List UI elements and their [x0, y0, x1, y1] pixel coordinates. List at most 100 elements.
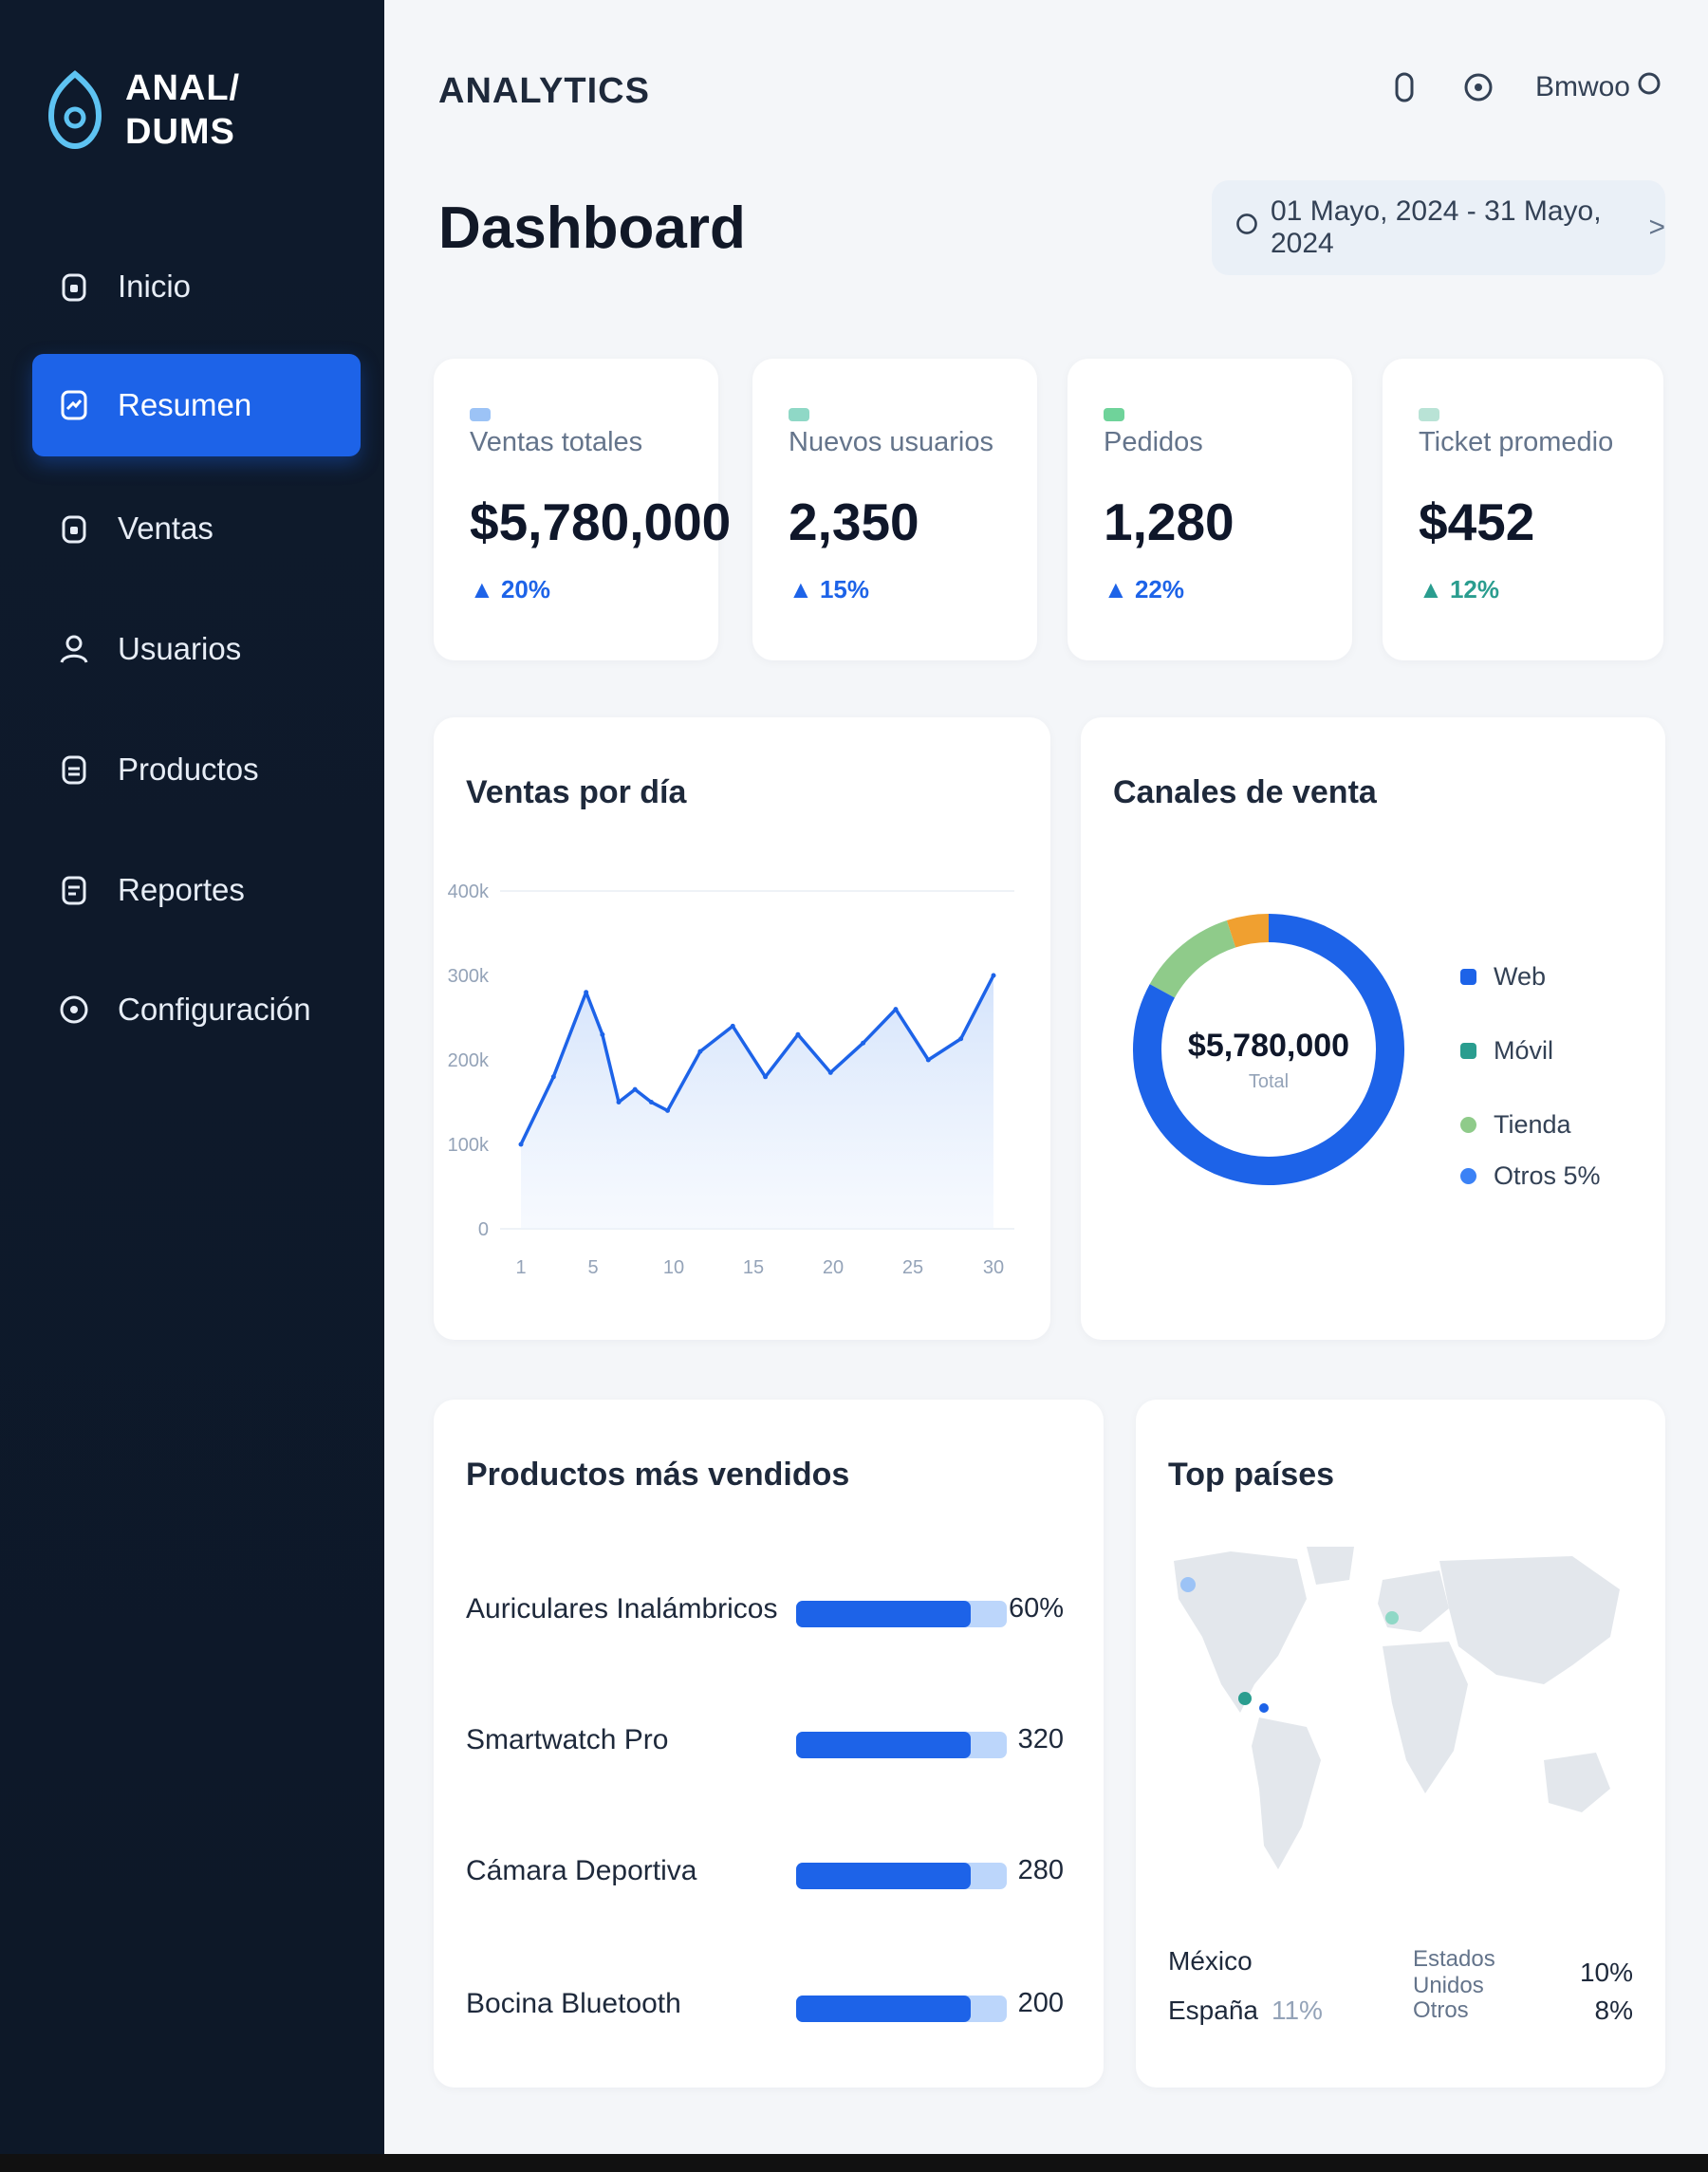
kpi-change: ▲ 22% [1104, 575, 1184, 603]
legend-swatch [1460, 1117, 1476, 1133]
country-item: México [1168, 1946, 1253, 1977]
product-value: 60% [1008, 1593, 1064, 1624]
top-products-card: Productos más vendidos Auriculares Inalá… [434, 1400, 1104, 2088]
sidebar-item-resumen[interactable]: Resumen [32, 354, 361, 456]
brand-name: ANAL/ DUMS [125, 66, 240, 154]
sidebar-item-ventas[interactable]: Ventas [32, 477, 361, 580]
card-title: Ventas por día [466, 774, 687, 810]
product-row[interactable]: Smartwatch Pro 320 [466, 1713, 1064, 1770]
country-marker [1385, 1611, 1399, 1624]
product-name: Bocina Bluetooth [466, 1988, 681, 2019]
sales-channels-card: Canales de venta $5,780,000 Total Web Mó… [1081, 717, 1665, 1340]
brand-line-1: ANAL/ [125, 68, 241, 108]
sidebar-item-usuarios[interactable]: Usuarios [32, 598, 361, 700]
legend-label: Tienda [1494, 1110, 1571, 1139]
product-value: 280 [1017, 1855, 1064, 1885]
help-icon[interactable] [1461, 68, 1495, 106]
channels-donut-chart: $5,780,000 Total [1133, 914, 1404, 1185]
sales-point [550, 1074, 556, 1080]
continent-south-america [1252, 1717, 1321, 1869]
kpi-card-ventas-totales[interactable]: Ventas totales $5,780,000 ▲ 20% [434, 359, 731, 660]
x-tick-label: 15 [743, 1257, 764, 1278]
product-bar-fill [796, 1601, 972, 1627]
product-row[interactable]: Auriculares Inalámbricos 60% [466, 1582, 1064, 1639]
legend-label: Móvil [1494, 1036, 1554, 1065]
y-tick-label: 400k [448, 882, 490, 902]
sidebar-item-configuracion[interactable]: Configuración [32, 958, 361, 1061]
product-bar-fill [796, 1732, 972, 1758]
y-tick-label: 0 [478, 1219, 489, 1240]
home-icon [55, 268, 93, 306]
product-bar [796, 1863, 1007, 1889]
continent-asia [1439, 1556, 1620, 1684]
product-value: 320 [1017, 1724, 1064, 1754]
kpi-label: Nuevos usuarios [789, 427, 993, 457]
sales-point [600, 1031, 605, 1037]
user-menu[interactable]: Bmwoo [1535, 69, 1661, 105]
x-tick-label: 10 [663, 1257, 684, 1278]
donut-slice-otros [1226, 914, 1270, 948]
sales-icon [55, 510, 93, 548]
sales-point [616, 1100, 622, 1105]
date-range-picker[interactable]: 01 Mayo, 2024 - 31 Mayo, 2024 > [1212, 180, 1665, 275]
product-bar-fill [796, 1863, 972, 1889]
product-value: 200 [1017, 1988, 1064, 2018]
user-name: Bmwoo [1534, 71, 1630, 102]
x-tick-label: 1 [515, 1257, 526, 1278]
sales-point [861, 1040, 866, 1046]
sidebar-item-inicio[interactable]: Inicio [32, 235, 361, 338]
sales-point [584, 990, 589, 995]
sidebar-item-reportes[interactable]: Reportes [32, 839, 361, 941]
kpi-icon [1104, 408, 1124, 421]
country-name: Estados Unidos [1413, 1946, 1495, 1998]
kpi-value: $5,780,000 [470, 492, 732, 551]
country-name: México [1168, 1946, 1253, 1976]
legend-item: Móvil [1460, 1036, 1553, 1066]
country-marker [1238, 1692, 1252, 1705]
sales-point [958, 1036, 964, 1042]
chevron-down-icon [1638, 69, 1661, 105]
kpi-card-pedidos[interactable]: Pedidos 1,280 ▲ 22% [1068, 359, 1352, 660]
y-tick-label: 100k [448, 1135, 490, 1156]
y-tick-label: 300k [448, 966, 490, 987]
sales-point [827, 1069, 833, 1075]
product-row[interactable]: Bocina Bluetooth 200 [466, 1977, 1064, 2033]
kpi-change: ▲ 20% [470, 575, 550, 603]
legend-item: Web [1460, 962, 1546, 992]
product-bar [796, 1732, 1007, 1758]
brand[interactable]: ANAL/ DUMS [46, 66, 240, 154]
legend-label: Otros 5% [1494, 1161, 1601, 1190]
topbar-actions: Bmwoo [1387, 68, 1661, 106]
country-value: 11% [1271, 1996, 1323, 2025]
kpi-icon [1419, 408, 1439, 421]
x-tick-label: 5 [587, 1257, 598, 1278]
chevron-right-icon: > [1648, 212, 1665, 243]
kpi-card-nuevos-usuarios[interactable]: Nuevos usuarios 2,350 ▲ 15% [752, 359, 1037, 660]
main-content: ANALYTICS Bmwoo Dashboard 01 Mayo, 2024 … [384, 0, 1708, 2154]
country-marker [1180, 1577, 1196, 1592]
product-bar-fill [796, 1996, 972, 2022]
continent-australia [1544, 1753, 1610, 1812]
product-row[interactable]: Cámara Deportiva 280 [466, 1844, 1064, 1901]
x-tick-label: 30 [983, 1257, 1004, 1278]
sales-area [521, 975, 993, 1229]
sidebar-item-label: Reportes [118, 872, 245, 907]
country-name: Otros [1413, 1997, 1469, 2023]
sales-point [991, 973, 996, 978]
sidebar-item-label: Configuración [118, 992, 311, 1027]
notification-icon[interactable] [1387, 68, 1421, 106]
donut-center-value: $5,780,000 [1188, 1028, 1349, 1064]
kpi-value: $452 [1419, 492, 1535, 551]
page-title: Dashboard [438, 195, 746, 261]
sales-per-day-card: Ventas por día 400k 300k 200k 100k 0 1 5… [434, 717, 1050, 1340]
bottom-strip [0, 2154, 1708, 2172]
users-icon [55, 630, 93, 668]
sales-point [925, 1057, 931, 1063]
product-name: Cámara Deportiva [466, 1855, 697, 1886]
sidebar-item-productos[interactable]: Productos [32, 718, 361, 821]
legend-swatch [1460, 969, 1476, 985]
donut-center-label: Total [1249, 1071, 1289, 1092]
product-name: Auriculares Inalámbricos [466, 1593, 778, 1624]
kpi-card-ticket-promedio[interactable]: Ticket promedio $452 ▲ 12% [1383, 359, 1663, 660]
country-name: España [1168, 1996, 1258, 2025]
